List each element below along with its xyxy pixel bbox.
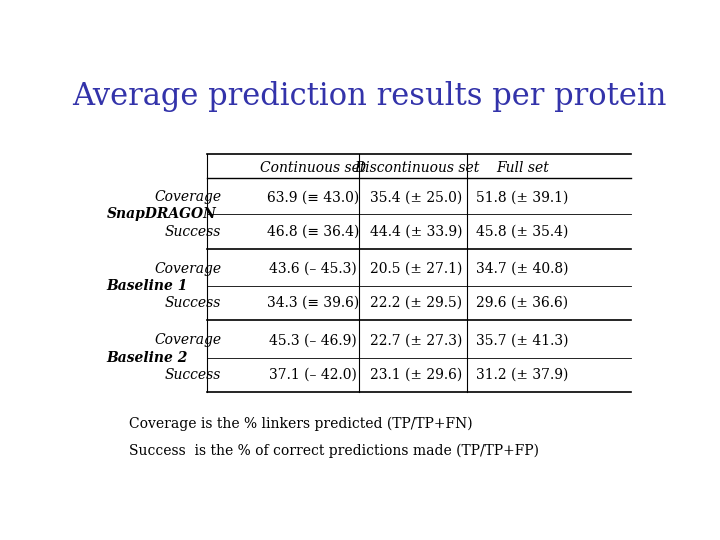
Text: 63.9 (≡ 43.0): 63.9 (≡ 43.0)	[267, 191, 359, 205]
Text: 23.1 (± 29.6): 23.1 (± 29.6)	[370, 368, 462, 382]
Text: Success  is the % of correct predictions made (TP/TP+FP): Success is the % of correct predictions …	[129, 443, 539, 458]
Text: SnapDRAGON: SnapDRAGON	[107, 207, 217, 221]
Text: 22.7 (± 27.3): 22.7 (± 27.3)	[370, 334, 463, 347]
Text: 35.4 (± 25.0): 35.4 (± 25.0)	[370, 191, 462, 205]
Text: 22.2 (± 29.5): 22.2 (± 29.5)	[370, 296, 462, 310]
Text: Baseline 2: Baseline 2	[107, 350, 188, 365]
Text: Baseline 1: Baseline 1	[107, 279, 188, 293]
Text: 34.7 (± 40.8): 34.7 (± 40.8)	[476, 262, 569, 276]
Text: 44.4 (± 33.9): 44.4 (± 33.9)	[370, 225, 463, 239]
Text: 20.5 (± 27.1): 20.5 (± 27.1)	[370, 262, 463, 276]
Text: 31.2 (± 37.9): 31.2 (± 37.9)	[476, 368, 569, 382]
Text: Success: Success	[165, 296, 221, 310]
Text: Coverage: Coverage	[154, 262, 221, 276]
Text: 43.6 (– 45.3): 43.6 (– 45.3)	[269, 262, 357, 276]
Text: Success: Success	[165, 368, 221, 382]
Text: 35.7 (± 41.3): 35.7 (± 41.3)	[476, 334, 569, 347]
Text: 29.6 (± 36.6): 29.6 (± 36.6)	[477, 296, 569, 310]
Text: 37.1 (– 42.0): 37.1 (– 42.0)	[269, 368, 357, 382]
Text: Success: Success	[165, 225, 221, 239]
Text: 45.3 (– 46.9): 45.3 (– 46.9)	[269, 334, 357, 347]
Text: Coverage is the % linkers predicted (TP/TP+FN): Coverage is the % linkers predicted (TP/…	[129, 416, 473, 431]
Text: Full set: Full set	[496, 161, 549, 175]
Text: Coverage: Coverage	[154, 191, 221, 205]
Text: Average prediction results per protein: Average prediction results per protein	[72, 82, 666, 112]
Text: Continuous set: Continuous set	[261, 161, 366, 175]
Text: 34.3 (≡ 39.6): 34.3 (≡ 39.6)	[267, 296, 359, 310]
Text: 46.8 (≡ 36.4): 46.8 (≡ 36.4)	[267, 225, 359, 239]
Text: Discontinuous set: Discontinuous set	[354, 161, 479, 175]
Text: Coverage: Coverage	[154, 334, 221, 347]
Text: 51.8 (± 39.1): 51.8 (± 39.1)	[476, 191, 569, 205]
Text: 45.8 (± 35.4): 45.8 (± 35.4)	[476, 225, 569, 239]
